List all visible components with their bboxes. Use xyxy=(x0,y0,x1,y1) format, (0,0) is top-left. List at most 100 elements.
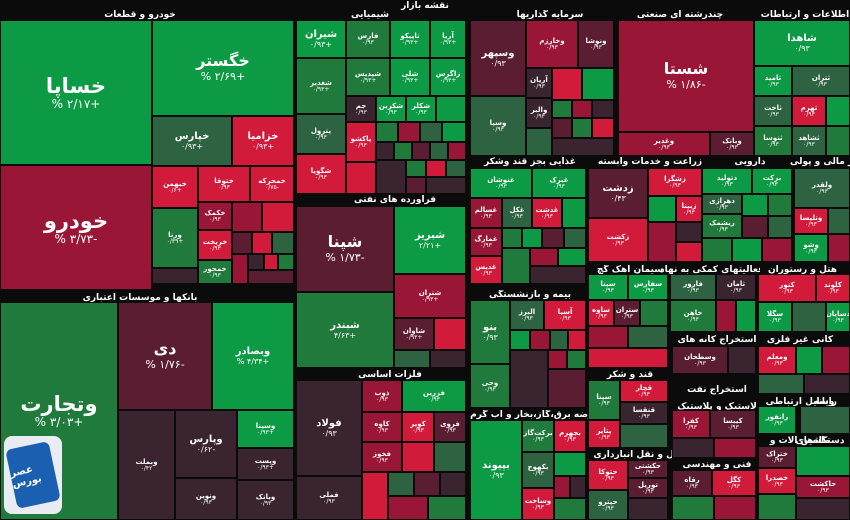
tile-vbank[interactable]: وبانک ۰/۹۳ xyxy=(237,480,294,520)
tile-setran[interactable]: ستران ۰/۹۳ xyxy=(614,300,640,326)
tile-vehi[interactable]: وحی ۰/۹۳ xyxy=(470,364,510,408)
tile-thamid[interactable]: ثاميد ۰/۹۳ xyxy=(754,66,792,96)
tile-dhrazi[interactable]: دهرازی ۰/۹۳ xyxy=(702,194,742,214)
tile-khahan[interactable]: خاهن ۰/۹۳ xyxy=(670,300,716,332)
mini-tile[interactable] xyxy=(376,122,398,142)
mini-tile[interactable] xyxy=(430,142,448,160)
tile-kanoor[interactable]: کنور ۰/۹۳ xyxy=(758,274,816,302)
tile-kafra[interactable]: کفرا ۰/۹۳ xyxy=(672,410,710,438)
mini-tile[interactable] xyxy=(714,438,756,458)
tile-khpars[interactable]: خپارس ۰/۹۳+ xyxy=(152,116,232,166)
mini-tile[interactable] xyxy=(640,300,668,326)
mini-tile[interactable] xyxy=(526,128,552,156)
tile-klavand[interactable]: کلوند ۰/۹۳ xyxy=(816,274,850,302)
tile-ptayer[interactable]: پتایر ۰/۹۳ xyxy=(588,420,620,448)
mini-tile[interactable] xyxy=(542,228,564,248)
tile-asia[interactable]: آسیا ۰/۹۳ xyxy=(544,300,586,330)
mini-tile[interactable] xyxy=(792,302,826,332)
mini-tile[interactable] xyxy=(552,100,572,118)
tile-shiran[interactable]: شیران ۰/۹۳+ xyxy=(296,20,346,58)
mini-tile[interactable] xyxy=(572,118,592,138)
mini-tile[interactable] xyxy=(796,498,850,520)
mini-tile[interactable] xyxy=(554,452,586,476)
mini-tile[interactable] xyxy=(736,300,756,332)
tile-hpetro[interactable]: حپترو ۰/۹۳ xyxy=(588,490,628,520)
mini-tile[interactable] xyxy=(758,494,796,520)
mini-tile[interactable] xyxy=(554,476,570,498)
mini-tile[interactable] xyxy=(264,254,278,270)
tile-vkharazm[interactable]: وخارزم ۰/۹۳ xyxy=(526,20,578,68)
tile-vsathan[interactable]: وسطحان ۰/۹۳ xyxy=(672,346,728,374)
mini-tile[interactable] xyxy=(742,216,768,238)
mini-tile[interactable] xyxy=(548,350,567,369)
mini-tile[interactable] xyxy=(376,142,394,160)
mini-tile[interactable] xyxy=(742,194,768,216)
tile-vsakht[interactable]: کگل ۰/۹۳ xyxy=(712,470,756,496)
tile-barakat-gas[interactable]: برکت‌گاز ۰/۹۳ xyxy=(522,420,554,452)
tile-khtrak[interactable]: ختراک ۰/۹۳ xyxy=(758,446,796,468)
mini-tile[interactable] xyxy=(828,234,850,262)
tile-khgostar[interactable]: خگستر% ۲/۶۹+ xyxy=(152,20,294,116)
tile-dtolid[interactable]: دتولید ۰/۹۳ xyxy=(702,168,752,194)
tile-ghnaghsa[interactable]: قنقسا ۰/۹۳ xyxy=(620,402,668,424)
tile-shkarbon[interactable]: شکربن ۰/۹۳ xyxy=(376,96,406,122)
mini-tile[interactable] xyxy=(826,126,850,156)
mini-tile[interactable] xyxy=(262,202,294,232)
mini-tile[interactable] xyxy=(562,198,586,228)
tile-khmahvar[interactable]: خمحور ۰/۹۳ xyxy=(198,260,232,284)
tile-hkeshti[interactable]: حکشتی ۰/۹۳ xyxy=(628,460,668,478)
tile-khzamia[interactable]: خزامیا ۰/۹۳+ xyxy=(232,116,294,166)
mini-tile[interactable] xyxy=(346,162,376,194)
mini-tile[interactable] xyxy=(552,138,614,156)
mini-tile[interactable] xyxy=(762,238,792,262)
mini-tile[interactable] xyxy=(628,498,668,520)
mini-tile[interactable] xyxy=(592,118,614,138)
tile-vepars[interactable]: وپارس ۰/۶۲- xyxy=(175,410,237,478)
tile-kibsa[interactable]: کیبسا ۰/۹۳ xyxy=(710,410,756,438)
tile-varna[interactable]: ورنا ۰/۳۹+ xyxy=(152,208,198,268)
mini-tile[interactable] xyxy=(530,248,558,266)
tile-shpdis[interactable]: شپدیس ۰/۹۳+ xyxy=(346,58,390,96)
mini-tile[interactable] xyxy=(676,222,702,242)
tile-zbina[interactable]: زبینا ۰/۹۳ xyxy=(676,196,702,222)
mini-tile[interactable] xyxy=(567,350,586,369)
mini-tile[interactable] xyxy=(430,350,466,368)
tile-vebsader[interactable]: وبصادر% ۴/۳۴+ xyxy=(212,302,294,410)
tile-farvar[interactable]: فارور ۰/۹۳ xyxy=(670,274,716,300)
tile-thtaran[interactable]: ثتران ۰/۹۳ xyxy=(792,66,850,96)
tile-zkesht[interactable]: زکشت ۰/۹۳ xyxy=(588,218,648,262)
mini-tile[interactable] xyxy=(648,222,676,262)
tile-sita[interactable]: سیتا ۰/۹۳ xyxy=(588,274,628,300)
tile-rbij[interactable] xyxy=(800,406,850,434)
mini-tile[interactable] xyxy=(414,472,440,496)
tile-vesepehr[interactable]: وسپهر ۰/۹۳ xyxy=(470,20,526,96)
tile-vsapa[interactable]: وسپا ۰/۹۳ xyxy=(470,96,526,156)
mini-tile[interactable] xyxy=(826,96,850,126)
mini-tile[interactable] xyxy=(434,318,466,350)
tile-thakht[interactable]: ثاخت ۰/۹۳ xyxy=(754,96,792,126)
tile-tooril[interactable]: توریل ۰/۹۳ xyxy=(628,478,668,498)
mini-tile[interactable] xyxy=(570,476,586,498)
mini-tile[interactable] xyxy=(502,228,522,248)
tile-khkomak[interactable]: خکمک ۰/۹۳ xyxy=(198,202,232,230)
tile-shabriz[interactable]: شبریز ۲/۲۱+ xyxy=(394,206,466,274)
tile-thshahed[interactable]: ثشاهد ۰/۹۳ xyxy=(792,126,826,156)
tile-kaveh[interactable]: کاوه ۰/۹۳ xyxy=(362,412,402,442)
tile-alborz[interactable]: البرز ۰/۹۳ xyxy=(510,300,544,330)
tile-barakat[interactable]: برکت ۰/۹۳ xyxy=(752,168,792,194)
mini-tile[interactable] xyxy=(716,300,736,332)
mini-tile[interactable] xyxy=(406,177,426,194)
mini-tile[interactable] xyxy=(588,326,628,348)
mini-tile[interactable] xyxy=(530,266,586,284)
mini-tile[interactable] xyxy=(388,496,428,520)
tile-aria[interactable]: آریا ۰/۹۳+ xyxy=(430,20,466,58)
mini-tile[interactable] xyxy=(732,238,762,262)
mini-tile[interactable] xyxy=(582,68,614,100)
tile-vpost[interactable]: وپست ۰/۹۳+ xyxy=(237,448,294,480)
mini-tile[interactable] xyxy=(248,254,264,270)
tile-petrol[interactable]: پترول ۰/۹۳ xyxy=(296,114,346,154)
tile-zdasht[interactable]: زدشت ۰/۴۳ xyxy=(588,168,648,218)
tile-thaman[interactable]: ثامان ۰/۹۳ xyxy=(716,274,756,300)
tile-sepna[interactable]: سپنا ۰/۹۳ xyxy=(588,380,620,420)
mini-tile[interactable] xyxy=(394,142,412,160)
